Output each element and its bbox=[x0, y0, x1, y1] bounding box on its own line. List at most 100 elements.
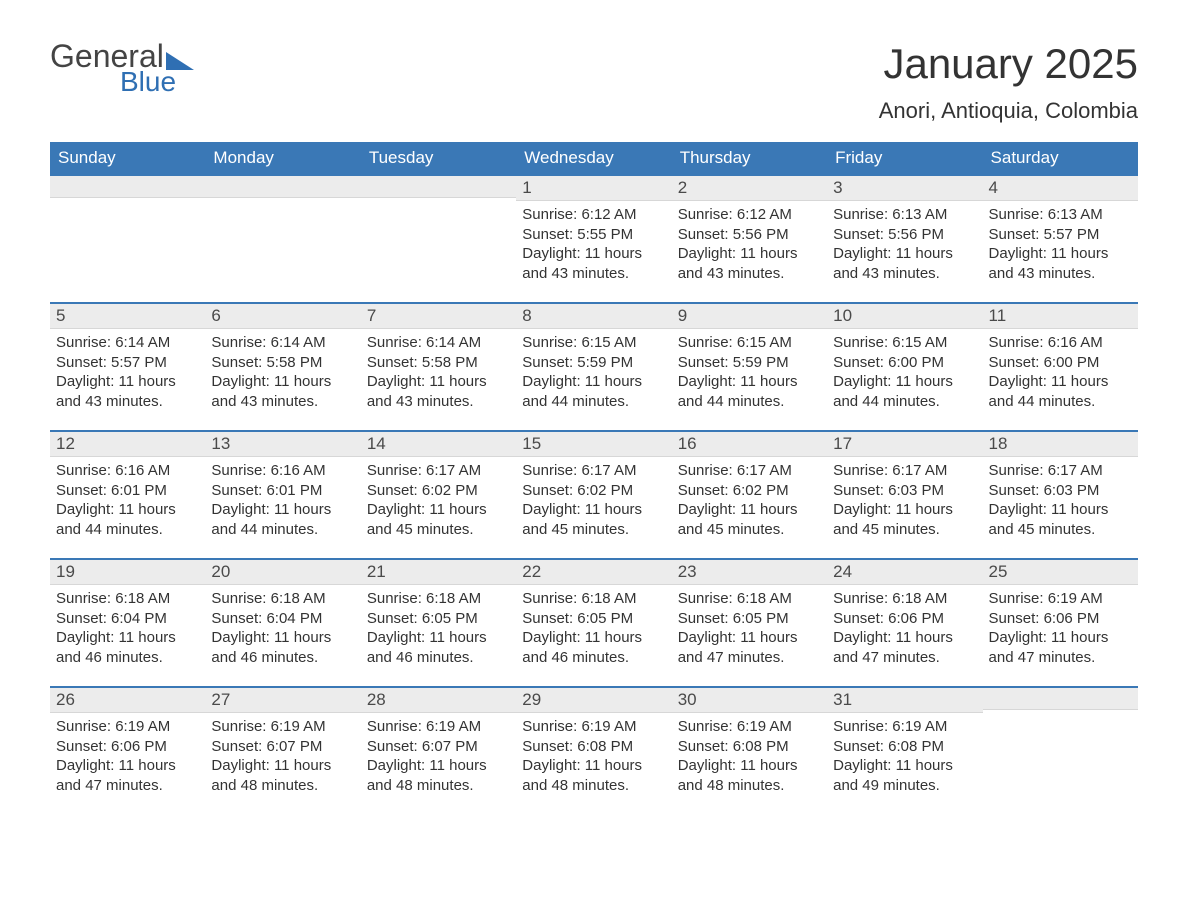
day-content: Sunrise: 6:17 AMSunset: 6:02 PMDaylight:… bbox=[516, 457, 671, 541]
sunset-text: Sunset: 6:04 PM bbox=[56, 609, 199, 629]
day-number: 4 bbox=[983, 174, 1138, 201]
sunset-text: Sunset: 6:07 PM bbox=[367, 737, 510, 757]
calendar-week-row: 1Sunrise: 6:12 AMSunset: 5:55 PMDaylight… bbox=[50, 174, 1138, 302]
daylight-text: Daylight: 11 hours and 44 minutes. bbox=[56, 500, 199, 539]
daylight-text: Daylight: 11 hours and 48 minutes. bbox=[367, 756, 510, 795]
sunset-text: Sunset: 6:01 PM bbox=[211, 481, 354, 501]
sunset-text: Sunset: 6:05 PM bbox=[678, 609, 821, 629]
calendar-day-cell: 25Sunrise: 6:19 AMSunset: 6:06 PMDayligh… bbox=[983, 558, 1138, 686]
day-content: Sunrise: 6:16 AMSunset: 6:01 PMDaylight:… bbox=[205, 457, 360, 541]
sunset-text: Sunset: 5:59 PM bbox=[678, 353, 821, 373]
sunrise-text: Sunrise: 6:18 AM bbox=[678, 589, 821, 609]
day-content: Sunrise: 6:14 AMSunset: 5:58 PMDaylight:… bbox=[361, 329, 516, 413]
sunset-text: Sunset: 6:08 PM bbox=[833, 737, 976, 757]
weekday-header: Thursday bbox=[672, 142, 827, 174]
day-number: 28 bbox=[361, 686, 516, 713]
calendar-week-row: 26Sunrise: 6:19 AMSunset: 6:06 PMDayligh… bbox=[50, 686, 1138, 814]
sunrise-text: Sunrise: 6:19 AM bbox=[833, 717, 976, 737]
calendar-day-cell: 10Sunrise: 6:15 AMSunset: 6:00 PMDayligh… bbox=[827, 302, 982, 430]
sunrise-text: Sunrise: 6:19 AM bbox=[56, 717, 199, 737]
sunrise-text: Sunrise: 6:18 AM bbox=[56, 589, 199, 609]
sunrise-text: Sunrise: 6:18 AM bbox=[211, 589, 354, 609]
day-number: 15 bbox=[516, 430, 671, 457]
calendar-day-cell: 18Sunrise: 6:17 AMSunset: 6:03 PMDayligh… bbox=[983, 430, 1138, 558]
daylight-text: Daylight: 11 hours and 43 minutes. bbox=[989, 244, 1132, 283]
day-number: 8 bbox=[516, 302, 671, 329]
sunset-text: Sunset: 5:58 PM bbox=[367, 353, 510, 373]
day-content: Sunrise: 6:19 AMSunset: 6:08 PMDaylight:… bbox=[827, 713, 982, 797]
day-number: 1 bbox=[516, 174, 671, 201]
sunset-text: Sunset: 6:01 PM bbox=[56, 481, 199, 501]
daylight-text: Daylight: 11 hours and 43 minutes. bbox=[56, 372, 199, 411]
daylight-text: Daylight: 11 hours and 43 minutes. bbox=[522, 244, 665, 283]
calendar-day-cell: 17Sunrise: 6:17 AMSunset: 6:03 PMDayligh… bbox=[827, 430, 982, 558]
sunset-text: Sunset: 6:02 PM bbox=[522, 481, 665, 501]
weekday-header: Wednesday bbox=[516, 142, 671, 174]
weekday-header: Friday bbox=[827, 142, 982, 174]
day-content: Sunrise: 6:12 AMSunset: 5:56 PMDaylight:… bbox=[672, 201, 827, 285]
sunrise-text: Sunrise: 6:16 AM bbox=[989, 333, 1132, 353]
empty-daynum-bar bbox=[50, 174, 205, 198]
day-number: 16 bbox=[672, 430, 827, 457]
sunset-text: Sunset: 6:05 PM bbox=[367, 609, 510, 629]
calendar-day-cell bbox=[983, 686, 1138, 814]
calendar-day-cell: 14Sunrise: 6:17 AMSunset: 6:02 PMDayligh… bbox=[361, 430, 516, 558]
day-content: Sunrise: 6:18 AMSunset: 6:05 PMDaylight:… bbox=[516, 585, 671, 669]
sunset-text: Sunset: 6:03 PM bbox=[833, 481, 976, 501]
calendar-day-cell: 3Sunrise: 6:13 AMSunset: 5:56 PMDaylight… bbox=[827, 174, 982, 302]
day-content: Sunrise: 6:15 AMSunset: 5:59 PMDaylight:… bbox=[672, 329, 827, 413]
sunrise-text: Sunrise: 6:17 AM bbox=[367, 461, 510, 481]
daylight-text: Daylight: 11 hours and 49 minutes. bbox=[833, 756, 976, 795]
day-number: 20 bbox=[205, 558, 360, 585]
day-number: 23 bbox=[672, 558, 827, 585]
daylight-text: Daylight: 11 hours and 43 minutes. bbox=[367, 372, 510, 411]
daylight-text: Daylight: 11 hours and 48 minutes. bbox=[678, 756, 821, 795]
sunset-text: Sunset: 6:08 PM bbox=[678, 737, 821, 757]
day-content: Sunrise: 6:13 AMSunset: 5:57 PMDaylight:… bbox=[983, 201, 1138, 285]
calendar-day-cell: 1Sunrise: 6:12 AMSunset: 5:55 PMDaylight… bbox=[516, 174, 671, 302]
calendar-day-cell: 19Sunrise: 6:18 AMSunset: 6:04 PMDayligh… bbox=[50, 558, 205, 686]
calendar-day-cell: 5Sunrise: 6:14 AMSunset: 5:57 PMDaylight… bbox=[50, 302, 205, 430]
brand-blue: Blue bbox=[120, 68, 176, 96]
sunrise-text: Sunrise: 6:15 AM bbox=[678, 333, 821, 353]
month-title: January 2025 bbox=[879, 40, 1138, 88]
day-number: 24 bbox=[827, 558, 982, 585]
daylight-text: Daylight: 11 hours and 45 minutes. bbox=[833, 500, 976, 539]
location-subtitle: Anori, Antioquia, Colombia bbox=[879, 98, 1138, 124]
day-content: Sunrise: 6:17 AMSunset: 6:03 PMDaylight:… bbox=[827, 457, 982, 541]
sunset-text: Sunset: 5:57 PM bbox=[989, 225, 1132, 245]
sunrise-text: Sunrise: 6:18 AM bbox=[522, 589, 665, 609]
sunset-text: Sunset: 6:06 PM bbox=[833, 609, 976, 629]
calendar-day-cell: 12Sunrise: 6:16 AMSunset: 6:01 PMDayligh… bbox=[50, 430, 205, 558]
sunrise-text: Sunrise: 6:16 AM bbox=[56, 461, 199, 481]
calendar-day-cell: 29Sunrise: 6:19 AMSunset: 6:08 PMDayligh… bbox=[516, 686, 671, 814]
day-number: 10 bbox=[827, 302, 982, 329]
daylight-text: Daylight: 11 hours and 43 minutes. bbox=[833, 244, 976, 283]
day-number: 13 bbox=[205, 430, 360, 457]
brand-logo: General Blue bbox=[50, 40, 194, 96]
calendar-week-row: 5Sunrise: 6:14 AMSunset: 5:57 PMDaylight… bbox=[50, 302, 1138, 430]
sunset-text: Sunset: 5:56 PM bbox=[833, 225, 976, 245]
weekday-header: Tuesday bbox=[361, 142, 516, 174]
daylight-text: Daylight: 11 hours and 46 minutes. bbox=[56, 628, 199, 667]
sunrise-text: Sunrise: 6:17 AM bbox=[678, 461, 821, 481]
weekday-header: Monday bbox=[205, 142, 360, 174]
calendar-day-cell: 30Sunrise: 6:19 AMSunset: 6:08 PMDayligh… bbox=[672, 686, 827, 814]
calendar-day-cell: 7Sunrise: 6:14 AMSunset: 5:58 PMDaylight… bbox=[361, 302, 516, 430]
day-content: Sunrise: 6:19 AMSunset: 6:08 PMDaylight:… bbox=[672, 713, 827, 797]
calendar-day-cell: 20Sunrise: 6:18 AMSunset: 6:04 PMDayligh… bbox=[205, 558, 360, 686]
sunrise-text: Sunrise: 6:14 AM bbox=[211, 333, 354, 353]
day-content: Sunrise: 6:14 AMSunset: 5:58 PMDaylight:… bbox=[205, 329, 360, 413]
weekday-header: Sunday bbox=[50, 142, 205, 174]
day-number: 31 bbox=[827, 686, 982, 713]
day-content: Sunrise: 6:18 AMSunset: 6:05 PMDaylight:… bbox=[361, 585, 516, 669]
sunset-text: Sunset: 5:55 PM bbox=[522, 225, 665, 245]
daylight-text: Daylight: 11 hours and 44 minutes. bbox=[833, 372, 976, 411]
empty-daynum-bar bbox=[205, 174, 360, 198]
calendar-day-cell: 28Sunrise: 6:19 AMSunset: 6:07 PMDayligh… bbox=[361, 686, 516, 814]
sunset-text: Sunset: 5:56 PM bbox=[678, 225, 821, 245]
day-content: Sunrise: 6:17 AMSunset: 6:02 PMDaylight:… bbox=[361, 457, 516, 541]
sunrise-text: Sunrise: 6:13 AM bbox=[989, 205, 1132, 225]
daylight-text: Daylight: 11 hours and 46 minutes. bbox=[211, 628, 354, 667]
daylight-text: Daylight: 11 hours and 47 minutes. bbox=[56, 756, 199, 795]
